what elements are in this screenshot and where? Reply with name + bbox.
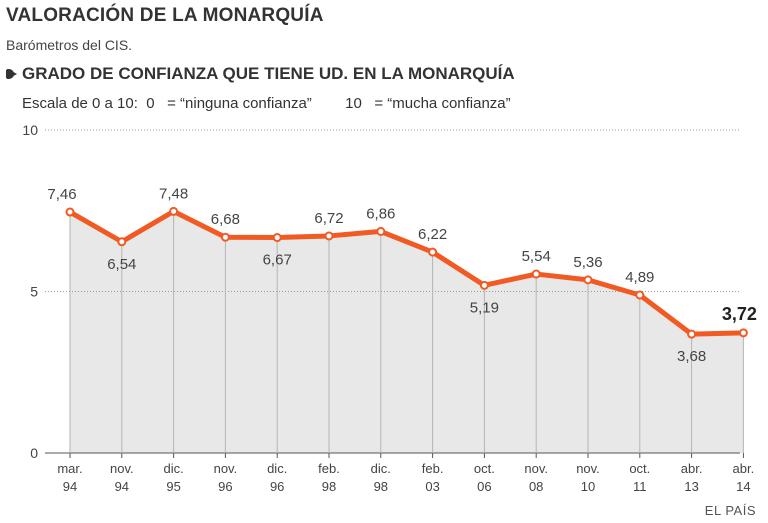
data-point [376, 226, 386, 236]
x-tick-label-month: dic. [371, 461, 391, 476]
x-tick-label-month: mar. [57, 461, 82, 476]
data-label: 5,36 [573, 254, 602, 271]
x-tick-label-year: 95 [166, 479, 180, 494]
x-tick-label-year: 94 [115, 479, 129, 494]
data-point [272, 233, 282, 243]
x-tick-label-year: 98 [374, 479, 388, 494]
x-tick-label-month: dic. [163, 461, 183, 476]
scale-high: 10 = “mucha confianza” [345, 95, 511, 112]
data-point [169, 206, 179, 216]
data-point [65, 207, 75, 217]
data-point [428, 247, 438, 257]
data-label: 7,48 [159, 185, 188, 202]
y-tick-label: 10 [22, 122, 38, 138]
x-tick-label-month: nov. [110, 461, 134, 476]
x-tick-label-year: 98 [322, 479, 336, 494]
x-tick-label-month: oct. [474, 461, 495, 476]
chart-title: VALORACIÓN DE LA MONARQUÍA [6, 5, 324, 26]
data-label: 4,89 [625, 269, 654, 286]
data-point [324, 231, 334, 241]
x-tick-label-month: oct. [629, 461, 650, 476]
data-label: 5,54 [522, 248, 551, 265]
source-credit: EL PAÍS [704, 503, 756, 518]
data-label: 3,72 [722, 304, 757, 324]
data-label: 7,46 [47, 186, 76, 203]
scale-prefix: Escala de 0 a 10: [22, 95, 138, 112]
play-bullet-icon [6, 69, 17, 79]
data-point [531, 269, 541, 279]
section-title: GRADO DE CONFIANZA QUE TIENE UD. EN LA M… [22, 64, 515, 83]
x-tick-label-month: abr. [681, 461, 703, 476]
chart-subtitle: Barómetros del CIS. [6, 37, 133, 53]
data-point [479, 280, 489, 290]
x-tick-label-year: 14 [736, 479, 750, 494]
x-tick-label-month: nov. [524, 461, 548, 476]
x-tick-label-year: 11 [633, 479, 647, 494]
data-label: 6,22 [418, 226, 447, 243]
data-point [117, 237, 127, 247]
data-point [635, 290, 645, 300]
section-title-row: GRADO DE CONFIANZA QUE TIENE UD. EN LA M… [6, 64, 515, 84]
x-tick-label-year: 06 [477, 479, 491, 494]
scale-legend: Escala de 0 a 10: 0 = “ninguna confianza… [22, 95, 511, 112]
x-tick-label-month: feb. [318, 461, 340, 476]
data-point [583, 275, 593, 285]
data-point [220, 232, 230, 242]
x-tick-label-year: 96 [218, 479, 232, 494]
data-label: 3,68 [677, 348, 706, 365]
x-tick-label-month: nov. [214, 461, 238, 476]
data-label: 6,67 [263, 252, 292, 269]
area-fill [70, 211, 744, 453]
x-tick-label-month: dic. [267, 461, 287, 476]
x-tick-label-year: 96 [270, 479, 284, 494]
data-point [687, 329, 697, 339]
x-tick-label-month: feb. [422, 461, 444, 476]
x-tick-label-month: abr. [733, 461, 755, 476]
data-label: 6,68 [211, 211, 240, 228]
data-label: 6,86 [366, 205, 395, 222]
x-tick-label-year: 10 [581, 479, 595, 494]
data-point [738, 328, 748, 338]
data-label: 6,72 [314, 210, 343, 227]
data-label: 6,54 [107, 256, 136, 273]
x-tick-label-year: 13 [684, 479, 698, 494]
data-label: 5,19 [470, 299, 499, 316]
series-line [67, 208, 746, 337]
scale-low: 0 = “ninguna confianza” [146, 95, 312, 112]
y-tick-label: 5 [30, 284, 38, 300]
y-tick-label: 0 [30, 445, 38, 461]
x-tick-label-month: nov. [576, 461, 600, 476]
x-tick-label-year: 03 [425, 479, 439, 494]
x-tick-label-year: 08 [529, 479, 543, 494]
x-tick-label-year: 94 [63, 479, 77, 494]
